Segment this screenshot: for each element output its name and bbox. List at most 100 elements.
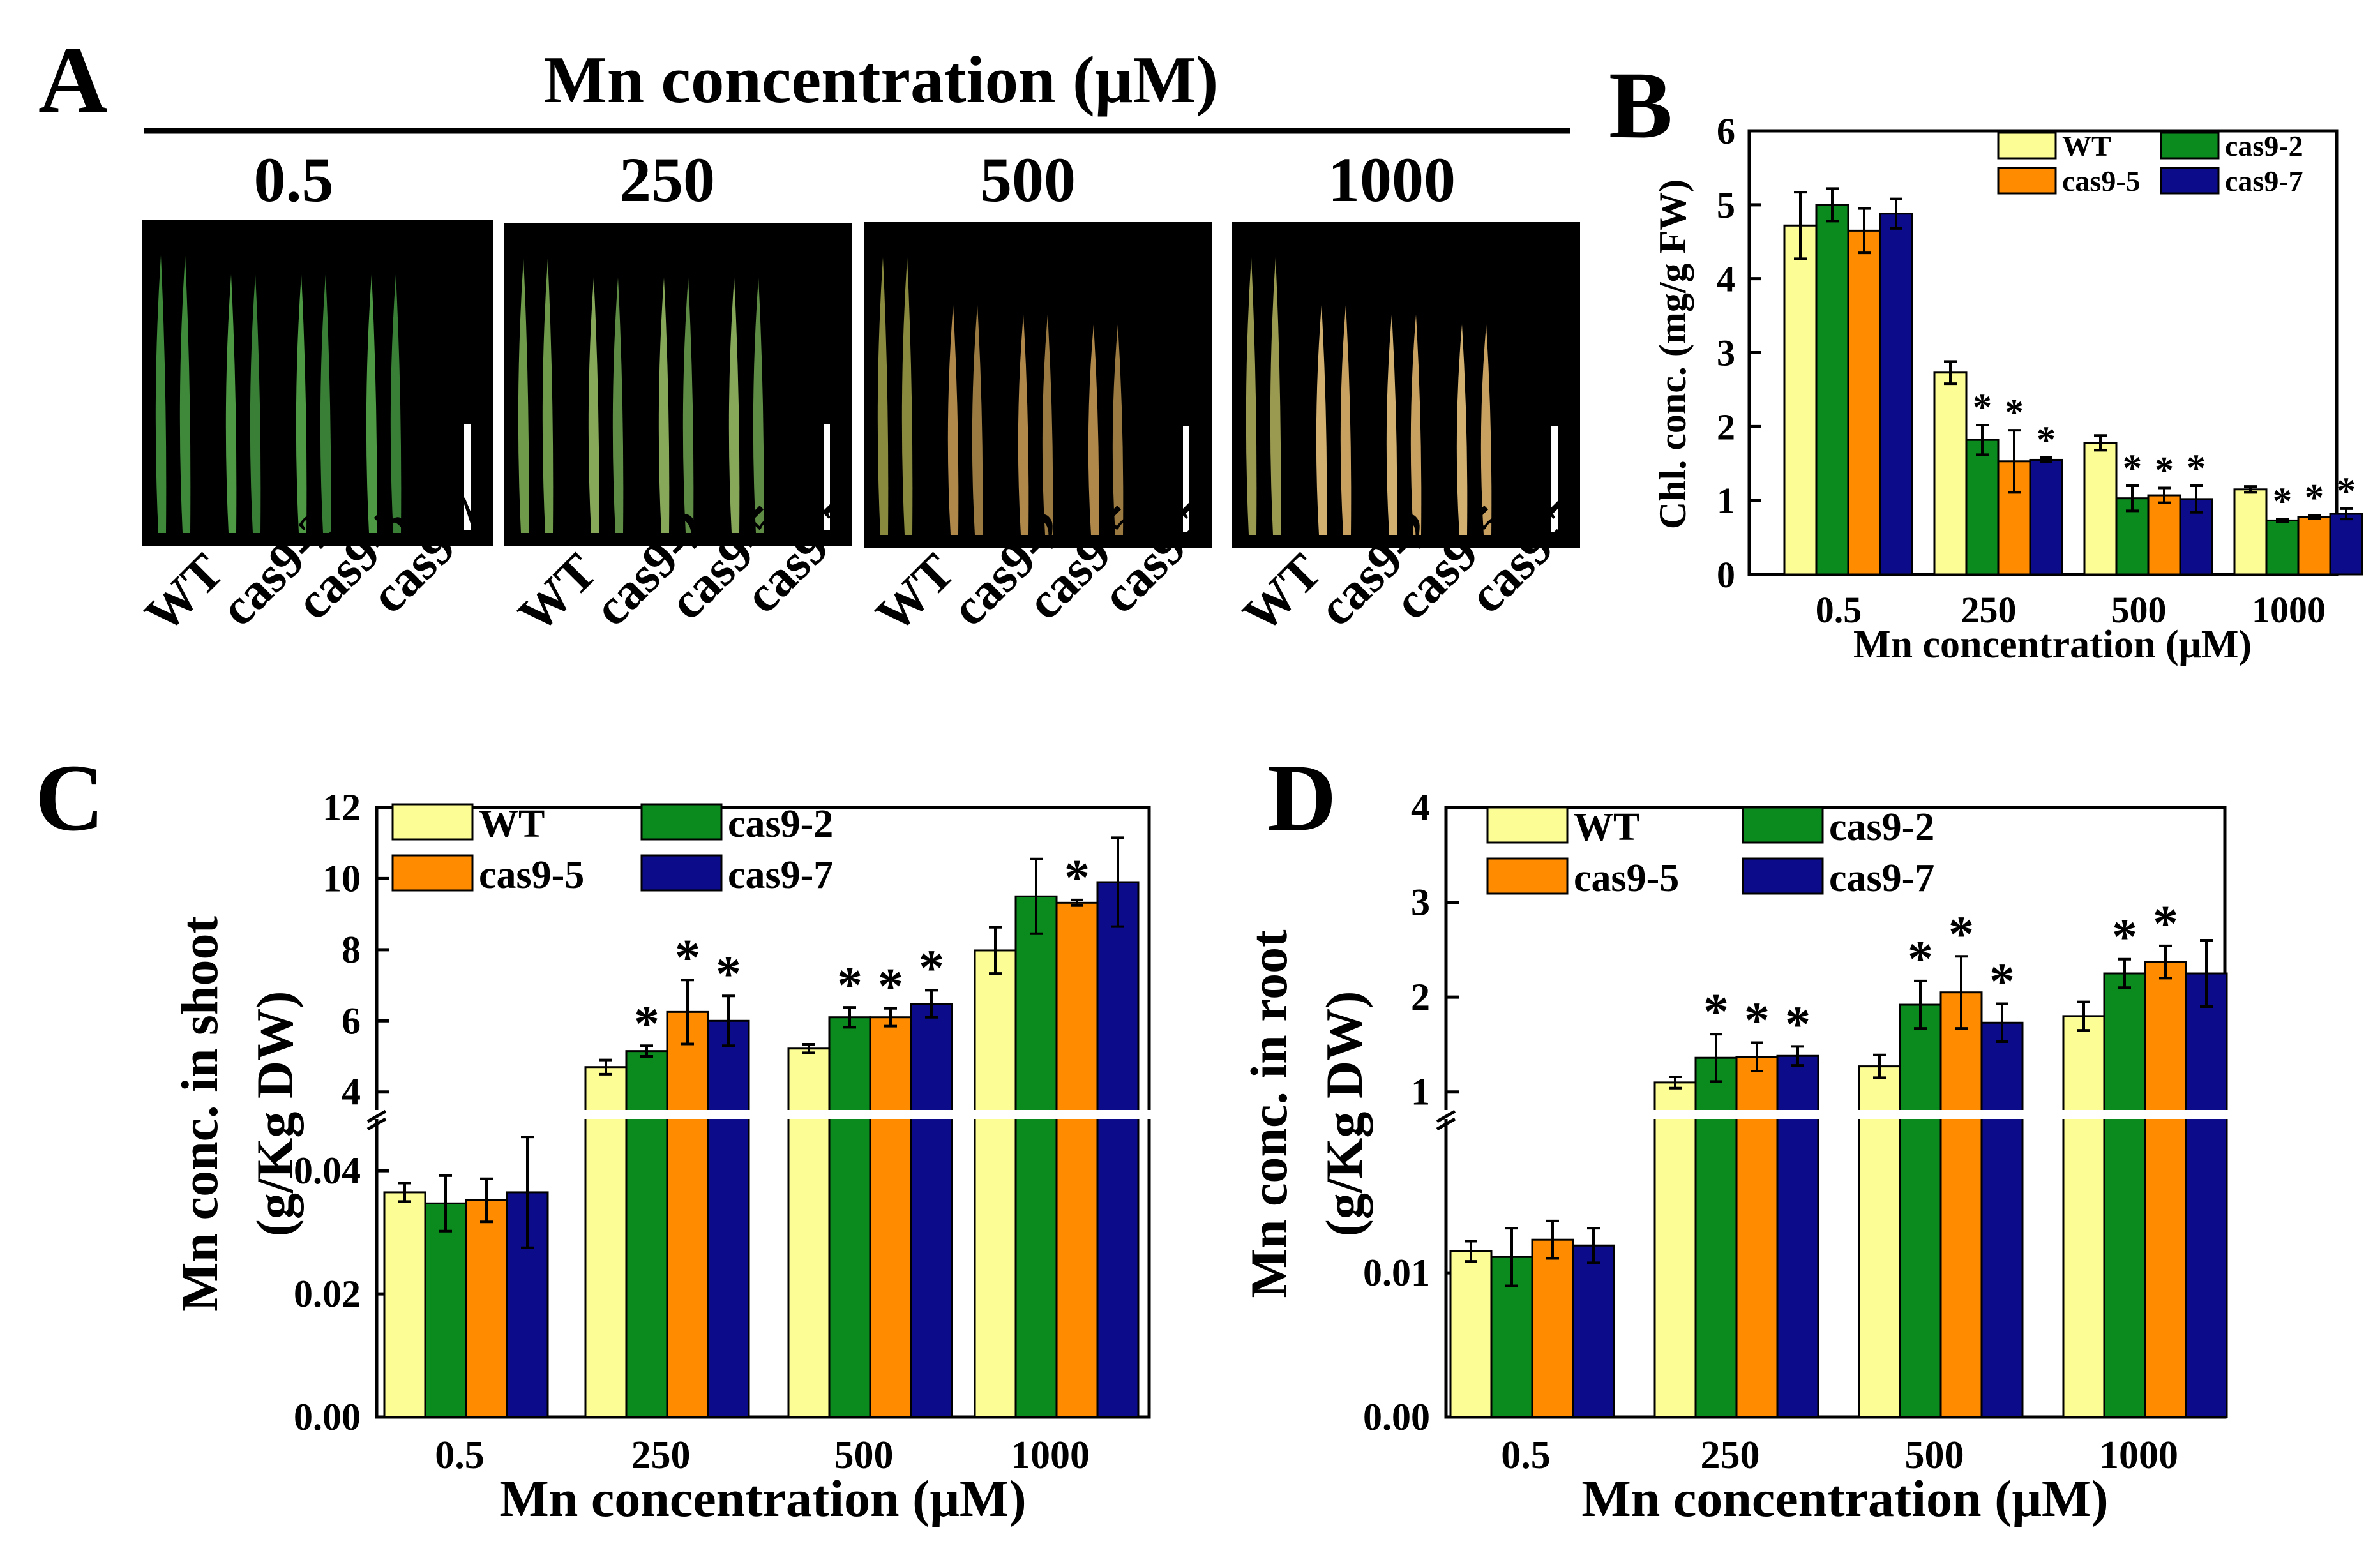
leaf-blade xyxy=(1316,305,1327,535)
y-tick-label: 3 xyxy=(1717,333,1735,374)
legend-label: cas9-2 xyxy=(1829,806,1934,849)
legend-label: cas9-2 xyxy=(728,802,833,846)
bar-cas9-5-1000 xyxy=(2144,961,2187,1418)
significance-star: * xyxy=(1989,954,2015,1010)
bar-cas9-7-0.5 xyxy=(1572,1244,1615,1418)
legend-swatch xyxy=(391,854,474,892)
y-tick-label: 0.02 xyxy=(294,1273,361,1315)
panel-letter-b: B xyxy=(1609,52,1673,158)
y-tick-label: 1 xyxy=(1411,1071,1430,1113)
significance-star: * xyxy=(1908,931,1933,987)
bar-WT-500 xyxy=(787,1047,831,1418)
significance-star: * xyxy=(837,957,862,1014)
legend-label: cas9-5 xyxy=(1574,857,1679,900)
bar-cas9-5-0.5 xyxy=(1531,1238,1574,1418)
y-tick-label: 0.04 xyxy=(294,1150,361,1192)
leaf-blade xyxy=(682,278,694,533)
y-axis-title: Mn conc. in shoot (g/Kg DW) xyxy=(170,916,304,1312)
bar-cas9-5-0.5 xyxy=(465,1199,508,1418)
leaf-blade xyxy=(1112,324,1124,535)
significance-star: * xyxy=(2155,449,2174,491)
leaf-blade xyxy=(1386,315,1397,535)
bar-WT-250 xyxy=(1653,1081,1697,1418)
panel-c: C 0.00 0.02 0.04 4 6 8 10 12 0.5 250 500 1000 * * * * * *… xyxy=(35,745,1168,1527)
axis-break-band xyxy=(358,1110,1168,1119)
legend-label: cas9-5 xyxy=(2062,165,2141,197)
panel-letter-d: D xyxy=(1267,745,1336,851)
legend-label: WT xyxy=(1574,806,1639,849)
bar-cas9-2-1000 xyxy=(2265,519,2300,576)
bar-cas9-2-1000 xyxy=(2103,972,2146,1418)
y-tick-label: 2 xyxy=(1411,976,1430,1018)
panel-letter-a: A xyxy=(38,27,107,133)
leaf-blade xyxy=(1456,324,1468,535)
legend-swatch xyxy=(1742,857,1824,895)
leaf-blade xyxy=(901,257,913,535)
bar-cas9-2-250 xyxy=(625,1050,668,1418)
significance-star: * xyxy=(2037,419,2056,461)
significance-star: * xyxy=(1744,993,1770,1049)
y-tick-label: 4 xyxy=(1411,786,1430,829)
legend-label: WT xyxy=(479,802,545,846)
significance-star: * xyxy=(919,940,944,996)
significance-star: * xyxy=(1703,984,1729,1040)
axis-break-mark xyxy=(1436,1109,1456,1123)
leaf-blade xyxy=(296,274,307,533)
leaf-blade xyxy=(179,255,191,533)
x-axis-title: Mn concentration (μM) xyxy=(1853,623,2252,666)
significance-star: * xyxy=(1948,906,1974,963)
conc-label-4: 1000 xyxy=(1328,144,1456,215)
significance-star: * xyxy=(716,946,741,1002)
axis-break-band xyxy=(1427,1110,2244,1119)
bar-WT-500 xyxy=(1858,1065,1901,1418)
panel-d: D 0.00 0.01 1 2 3 4 0.5 250 500 1000 * * * * * * * * Mn co… xyxy=(1240,745,2244,1527)
bar-cas9-7-250 xyxy=(707,1019,750,1418)
leaf-photo-2 xyxy=(504,223,852,546)
leaf-blade xyxy=(155,255,167,533)
y-tick-label: 4 xyxy=(342,1071,361,1113)
legend-label: cas9-5 xyxy=(479,853,584,897)
conc-label-3: 500 xyxy=(980,144,1076,215)
bar-cas9-5-500 xyxy=(1939,991,1983,1418)
bar-cas9-5-500 xyxy=(2147,494,2181,576)
x-tick-label: 1000 xyxy=(1011,1434,1090,1477)
y-axis-title: Mn conc. in root (g/Kg DW) xyxy=(1240,929,1373,1298)
bar-cas9-5-1000 xyxy=(1055,901,1099,1418)
x-tick-label: 0.5 xyxy=(435,1434,485,1477)
leaf-blade xyxy=(518,259,529,533)
legend-swatch xyxy=(2160,167,2220,195)
leaf-blade xyxy=(1042,315,1053,535)
x-tick-label: 250 xyxy=(631,1434,691,1477)
x-tick-label: 250 xyxy=(1701,1434,1760,1477)
leaf-blade xyxy=(1270,257,1281,535)
leaf-blade xyxy=(1340,305,1352,535)
significance-star: * xyxy=(2153,896,2178,952)
bar-cas9-7-1000 xyxy=(2329,513,2363,576)
leaf-blade xyxy=(1246,257,1257,535)
y-tick-label: 2 xyxy=(1717,406,1735,447)
axis-break-mark xyxy=(1436,1117,1456,1131)
x-tick-label: 250 xyxy=(1961,589,2017,631)
x-tick-label: 500 xyxy=(2111,589,2167,631)
leaf-blade xyxy=(320,274,331,533)
legend-swatch xyxy=(1997,131,2057,160)
axis-break-mark xyxy=(366,1109,387,1123)
significance-star: * xyxy=(2273,480,2292,522)
y-tick-label: 0.01 xyxy=(1363,1252,1430,1294)
significance-star: * xyxy=(2305,476,2324,518)
x-tick-label: 0.5 xyxy=(1816,589,1862,631)
leaf-blade xyxy=(542,259,554,533)
legend-label: cas9-7 xyxy=(2225,165,2303,197)
significance-star: * xyxy=(878,959,903,1015)
legend-label: cas9-7 xyxy=(1829,857,1934,900)
x-tick-label: 500 xyxy=(1905,1434,1964,1477)
panel-b: B 0 1 2 3 4 5 6 0.5 250 500 1000 * * * * * * * * * Mn concen… xyxy=(1609,52,2363,666)
bar-WT-1000 xyxy=(2233,488,2268,576)
significance-star: * xyxy=(2337,470,2356,512)
bar-cas9-7-1000 xyxy=(2185,972,2228,1418)
legend-swatch xyxy=(2160,131,2220,160)
bar-cas9-2-500 xyxy=(1899,1003,1942,1418)
leaf-blade xyxy=(390,274,402,533)
leaf-blade xyxy=(225,274,237,533)
